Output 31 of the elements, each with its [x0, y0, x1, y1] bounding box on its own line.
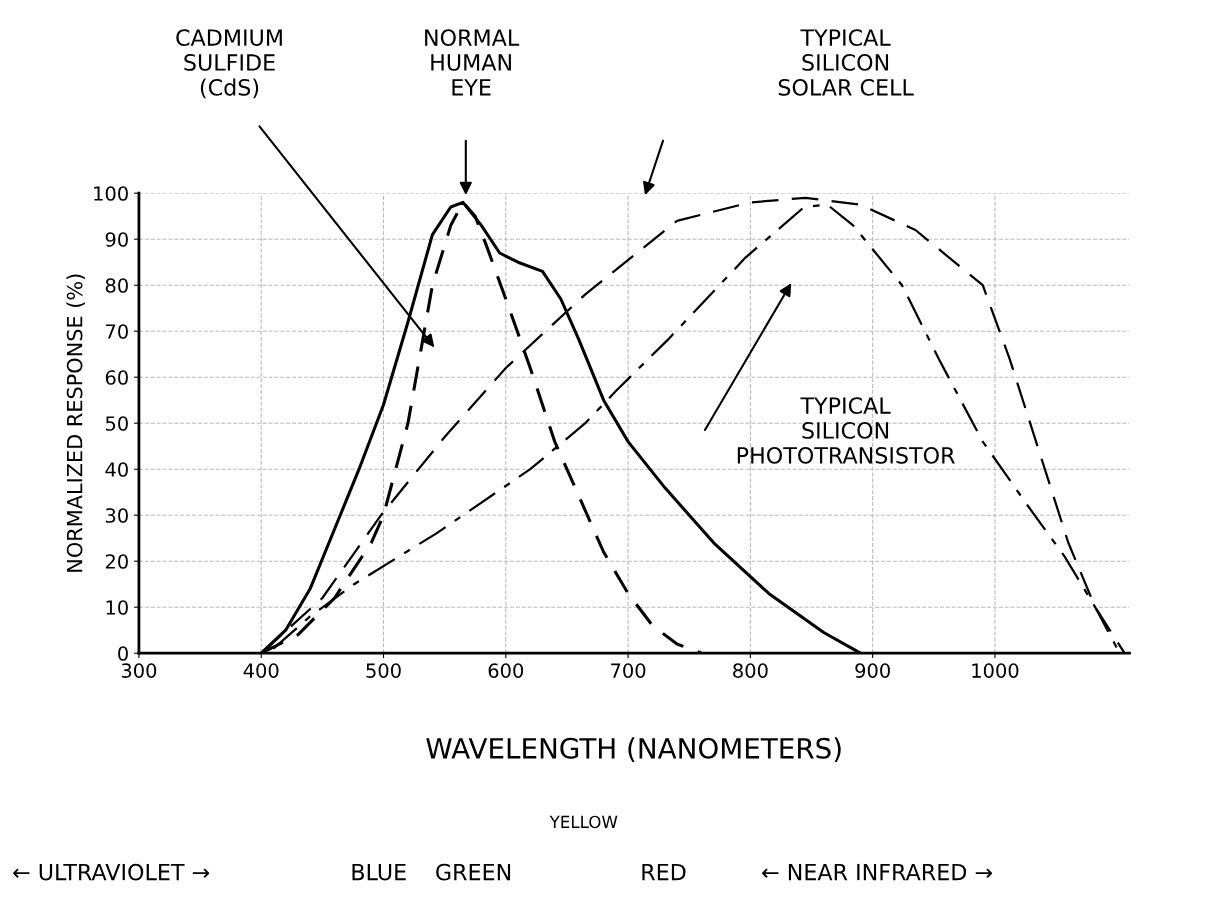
y-axis-title: NORMALIZED RESPONSE (%) [66, 274, 85, 572]
y-tick-label: 0 [118, 646, 128, 661]
x-tick-label: 300 [121, 663, 157, 678]
y-tick-label: 20 [105, 554, 128, 569]
x-tick-label: 1000 [972, 663, 1019, 678]
text: ← ULTRAVIOLET → [13, 863, 210, 881]
text: BLUE [352, 863, 406, 881]
y-tick-label: 80 [105, 278, 128, 293]
y-tick-label: 60 [105, 370, 128, 385]
x-tick-label: 600 [488, 663, 524, 678]
y-tick-label: 70 [106, 324, 128, 339]
y-tick-label: 90 [105, 232, 128, 247]
text: YELLOW [549, 815, 618, 829]
x-tick-label: 400 [243, 663, 279, 678]
y-tick-label: 40 [105, 462, 128, 477]
text: GREEN [436, 863, 511, 881]
text: TYPICAL SILICON SOLAR CELL [778, 29, 914, 96]
y-tick-label: 50 [105, 416, 128, 431]
text: NORMAL HUMAN EYE [425, 29, 520, 96]
x-tick-label: 700 [611, 663, 646, 678]
y-tick-label: 30 [105, 508, 128, 523]
text: CADMIUM SULFIDE (CdS) [176, 29, 282, 99]
y-tick-label: 10 [106, 600, 128, 615]
x-tick-label: 500 [366, 663, 401, 678]
text: RED [642, 863, 686, 881]
x-axis-title: WAVELENGTH (NANOMETERS) [426, 737, 841, 763]
x-tick-label: 900 [855, 663, 890, 678]
y-tick-label: 100 [94, 186, 128, 201]
x-tick-label: 800 [733, 663, 768, 678]
text: ← NEAR INFRARED → [762, 863, 992, 881]
annotation: TYPICAL SILICON PHOTOTRANSISTOR [737, 397, 955, 464]
